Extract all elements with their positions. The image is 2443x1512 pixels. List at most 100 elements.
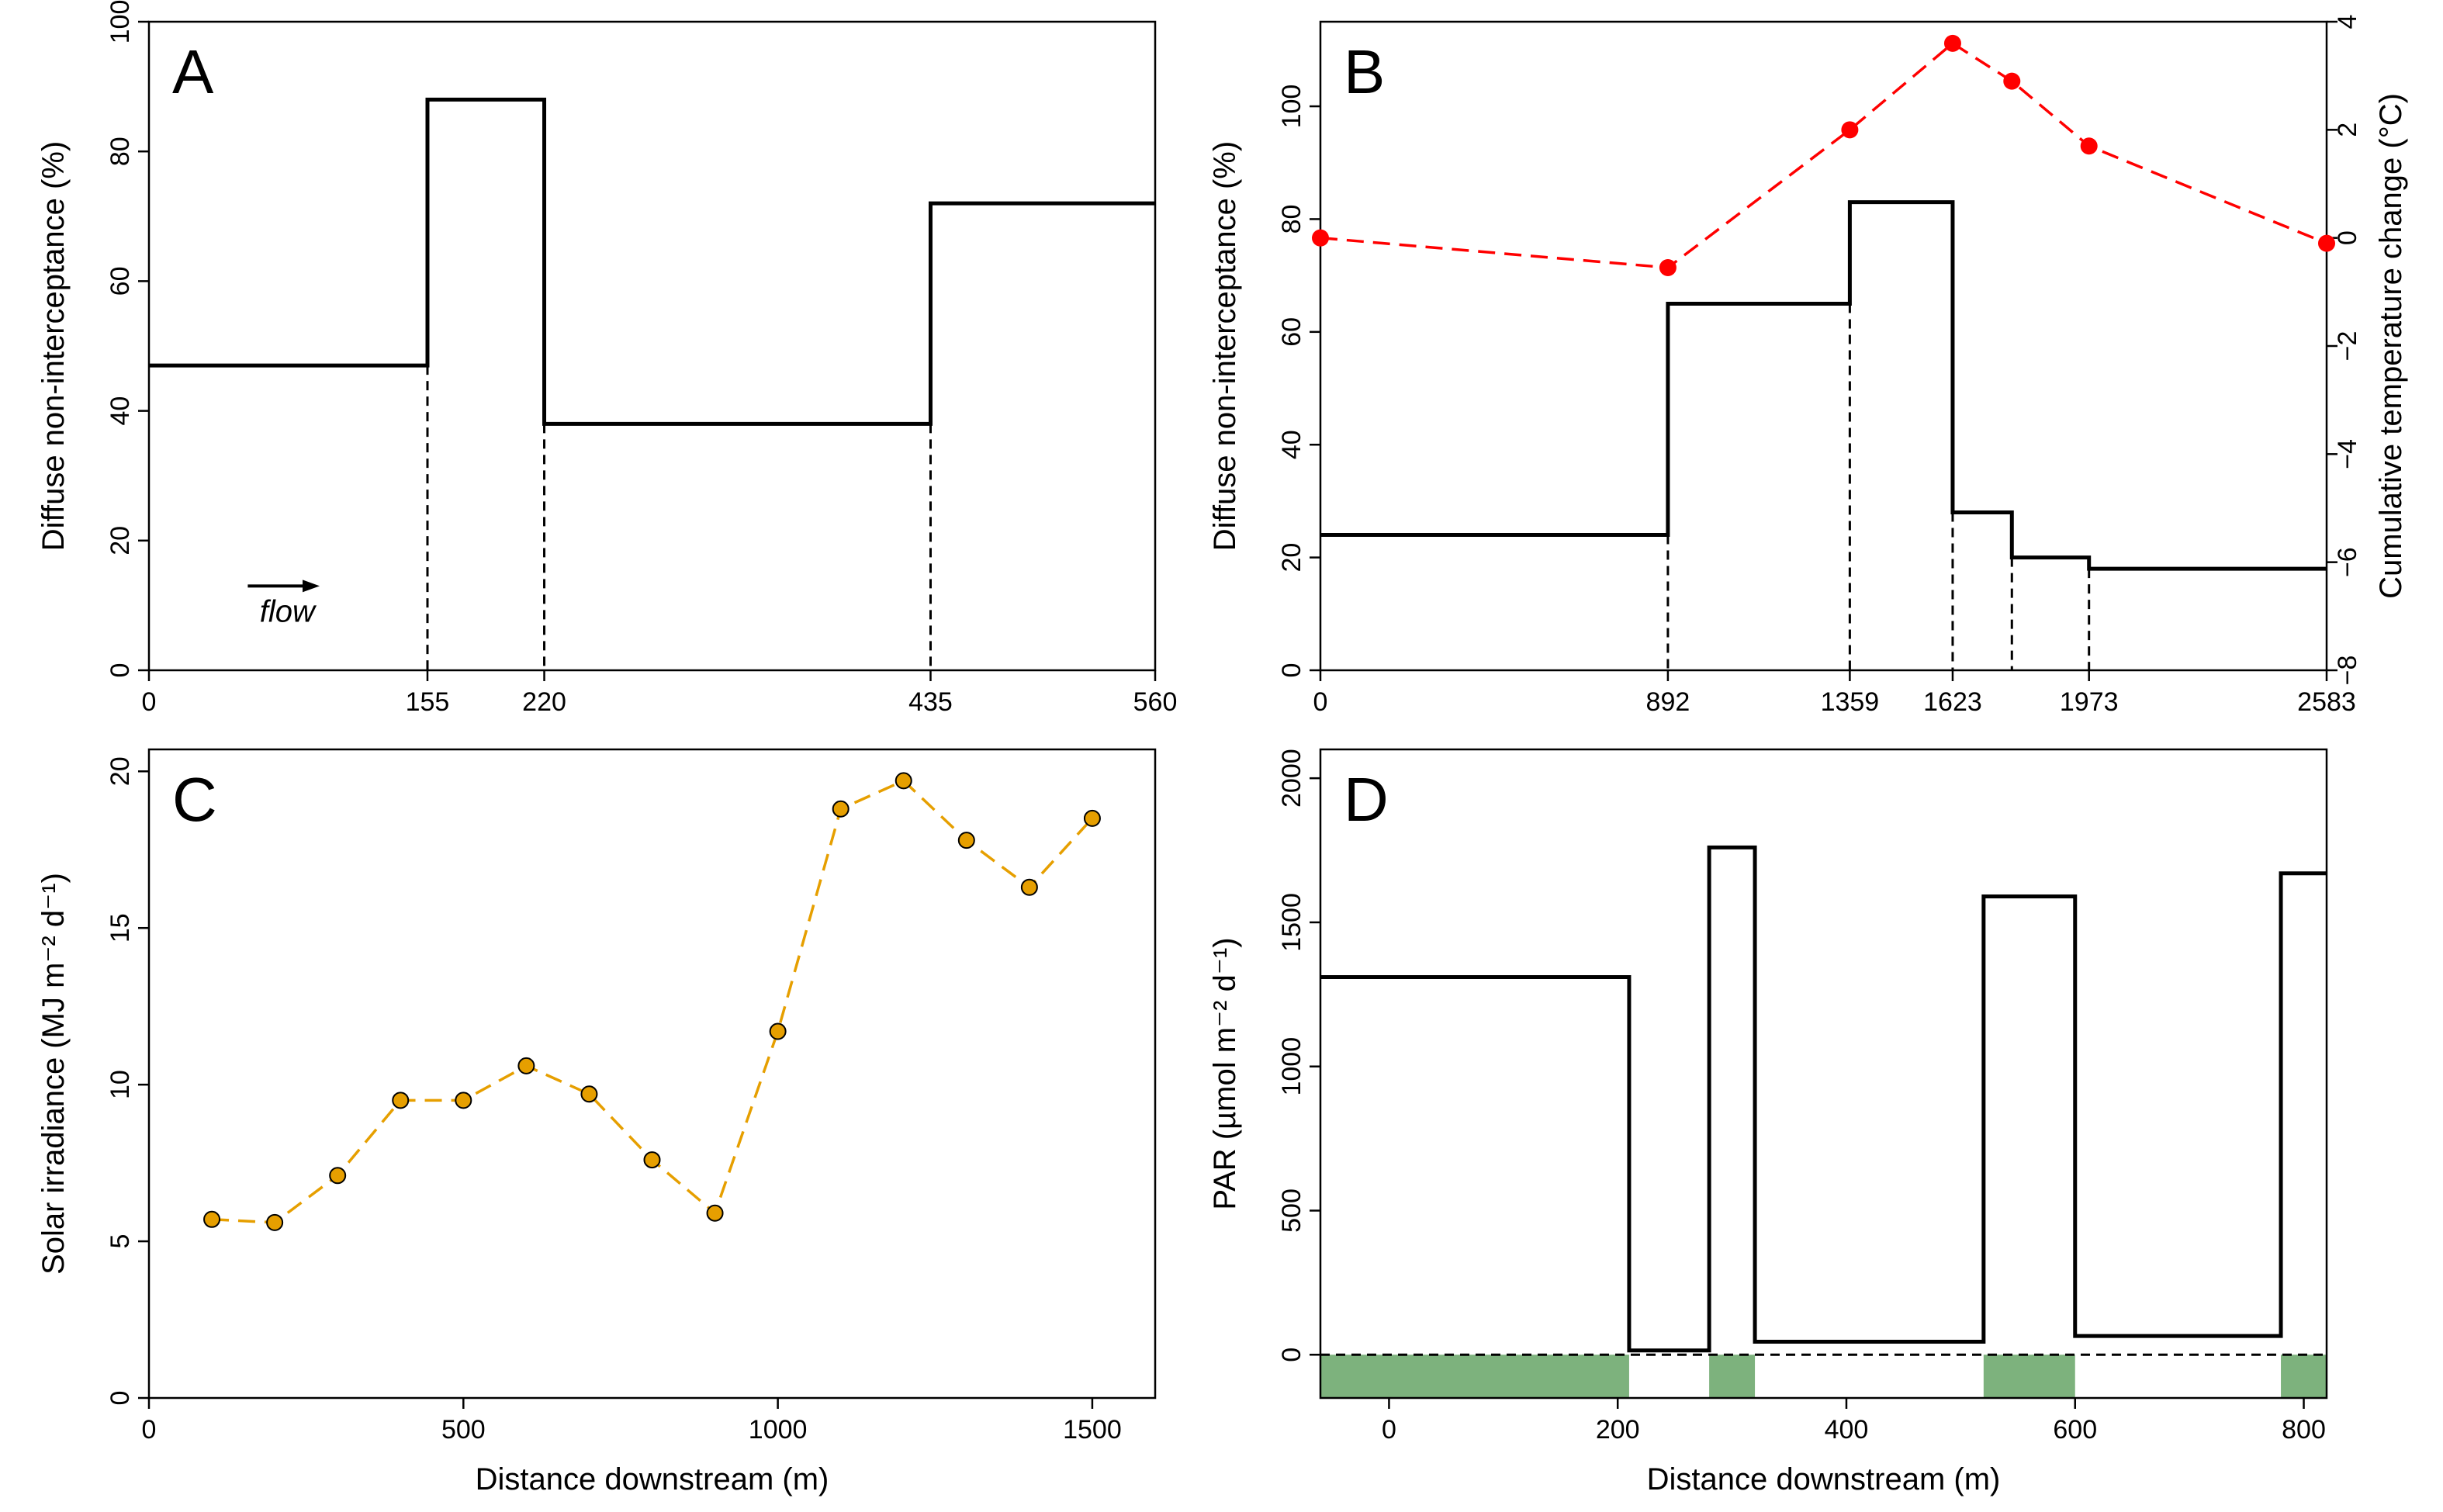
shaded-region [1320, 1355, 1629, 1398]
y-tick-label: 20 [1277, 543, 1306, 573]
step-line [1320, 200, 2327, 571]
data-point [894, 772, 912, 790]
data-point [643, 1151, 661, 1169]
y2-tick-label: 0 [2333, 230, 2362, 245]
plot-frame [147, 748, 1157, 1400]
x-tick-label: 560 [1133, 687, 1178, 717]
data-point [957, 832, 975, 849]
plot-frame [1319, 20, 2328, 672]
y-tick-label: 100 [1277, 85, 1306, 129]
data-point [1659, 258, 1677, 276]
data-point [2080, 137, 2098, 155]
panel-a: 0 155 220 435 560 0 20 40 60 80 100 Diffuse non-int… [36, 0, 1177, 717]
data-point [1312, 229, 1329, 247]
x-tick-label: 155 [406, 687, 450, 717]
series-line [1320, 41, 2327, 269]
panel-letter: A [172, 37, 214, 106]
data-point [455, 1092, 472, 1109]
x-tick-label: 200 [1596, 1415, 1640, 1445]
panel-c: 0 500 1000 1500 0 5 10 15 20 Solar irradiance (MJ… [36, 748, 1157, 1496]
panel-letter: C [172, 765, 217, 834]
x-tick-label: 892 [1646, 687, 1690, 717]
y-tick-label: 0 [1277, 1348, 1306, 1362]
shaded-region [2281, 1355, 2327, 1398]
data-point [706, 1204, 724, 1222]
panel-letter: D [1344, 765, 1389, 834]
x-tick-label: 220 [522, 687, 566, 717]
y-axis-title: Diffuse non-interceptance (%) [36, 141, 71, 551]
y-tick-label: 1500 [1277, 893, 1306, 952]
data-point [1020, 878, 1038, 896]
x-tick-label: 0 [1382, 1415, 1396, 1445]
x-tick-label: 400 [1825, 1415, 1869, 1445]
y-tick-label: 2000 [1277, 749, 1306, 808]
x-tick-label: 500 [441, 1415, 486, 1445]
panel-letter: B [1344, 37, 1385, 106]
shaded-region [1709, 1355, 1756, 1398]
y2-tick-label: −2 [2333, 331, 2362, 362]
panel-d: 0 200 400 600 800 0 500 1000 1500 2000 PAR (µmol m… [1208, 748, 2328, 1496]
shaded-region [1983, 1355, 2075, 1398]
x-tick-label: 0 [142, 687, 157, 717]
y-tick-label: 100 [106, 0, 135, 43]
y-axis-title: Solar irradiance (MJ m⁻² d⁻¹) [36, 873, 71, 1275]
data-point [2318, 234, 2335, 252]
data-point [2003, 72, 2021, 90]
step-line [149, 97, 1155, 426]
y-axis-title: PAR (µmol m⁻² d⁻¹) [1208, 937, 1242, 1209]
x-tick-label: 800 [2282, 1415, 2326, 1445]
x-tick-label: 0 [142, 1415, 157, 1445]
data-point [1841, 121, 1859, 139]
x-tick-label: 0 [1313, 687, 1328, 717]
y-tick-label: 20 [106, 756, 135, 786]
y-tick-label: 10 [106, 1070, 135, 1099]
x-tick-label: 1623 [1923, 687, 1982, 717]
x-tick-label: 1000 [749, 1415, 808, 1445]
x-axis-title: Distance downstream (m) [476, 1462, 829, 1496]
y2-tick-label: 2 [2333, 123, 2362, 137]
data-point [329, 1167, 347, 1185]
y-tick-label: 0 [106, 1391, 135, 1406]
y-tick-label: 15 [106, 913, 135, 943]
data-point [580, 1085, 598, 1103]
plot-frame [1319, 748, 2328, 1400]
data-point [203, 1210, 221, 1228]
y2-axis-title: Cumulative temperature change (°C) [2374, 93, 2408, 599]
y-tick-label: 0 [106, 663, 135, 678]
x-tick-label: 1500 [1063, 1415, 1122, 1445]
flow-arrow-head [303, 580, 320, 593]
x-tick-label: 1973 [2060, 687, 2119, 717]
x-tick-label: 435 [908, 687, 953, 717]
y2-tick-label: 4 [2333, 15, 2362, 29]
plot-frame [147, 20, 1157, 672]
y-tick-label: 40 [106, 396, 135, 426]
y-tick-label: 40 [1277, 430, 1306, 459]
y-tick-label: 1000 [1277, 1037, 1306, 1096]
x-tick-label: 600 [2053, 1415, 2097, 1445]
data-point [517, 1057, 535, 1074]
y-axis-title: Diffuse non-interceptance (%) [1208, 141, 1242, 551]
y-tick-label: 20 [106, 526, 135, 555]
y-tick-label: 5 [106, 1234, 135, 1249]
x-tick-label: 2583 [2297, 687, 2356, 717]
data-point [769, 1022, 787, 1040]
data-point [1943, 34, 1961, 52]
y-tick-label: 60 [106, 266, 135, 296]
data-point [1083, 809, 1101, 827]
x-tick-label: 1359 [1821, 687, 1880, 717]
data-point [832, 800, 850, 818]
y-tick-label: 60 [1277, 317, 1306, 347]
panel-b: 0 892 1359 1623 1973 2583020406080100−8−6−4−2… [1208, 15, 2408, 717]
x-axis-title: Distance downstream (m) [1647, 1462, 2001, 1496]
y-tick-label: 80 [1277, 205, 1306, 234]
y2-tick-label: −8 [2333, 656, 2362, 686]
flow-label: flow [260, 594, 317, 628]
y2-tick-label: −6 [2333, 547, 2362, 577]
y-tick-label: 80 [106, 137, 135, 166]
step-line [1320, 845, 2327, 1353]
y2-tick-label: −4 [2333, 439, 2362, 469]
y-tick-label: 0 [1277, 663, 1306, 678]
data-point [392, 1092, 410, 1109]
data-point [266, 1213, 284, 1231]
